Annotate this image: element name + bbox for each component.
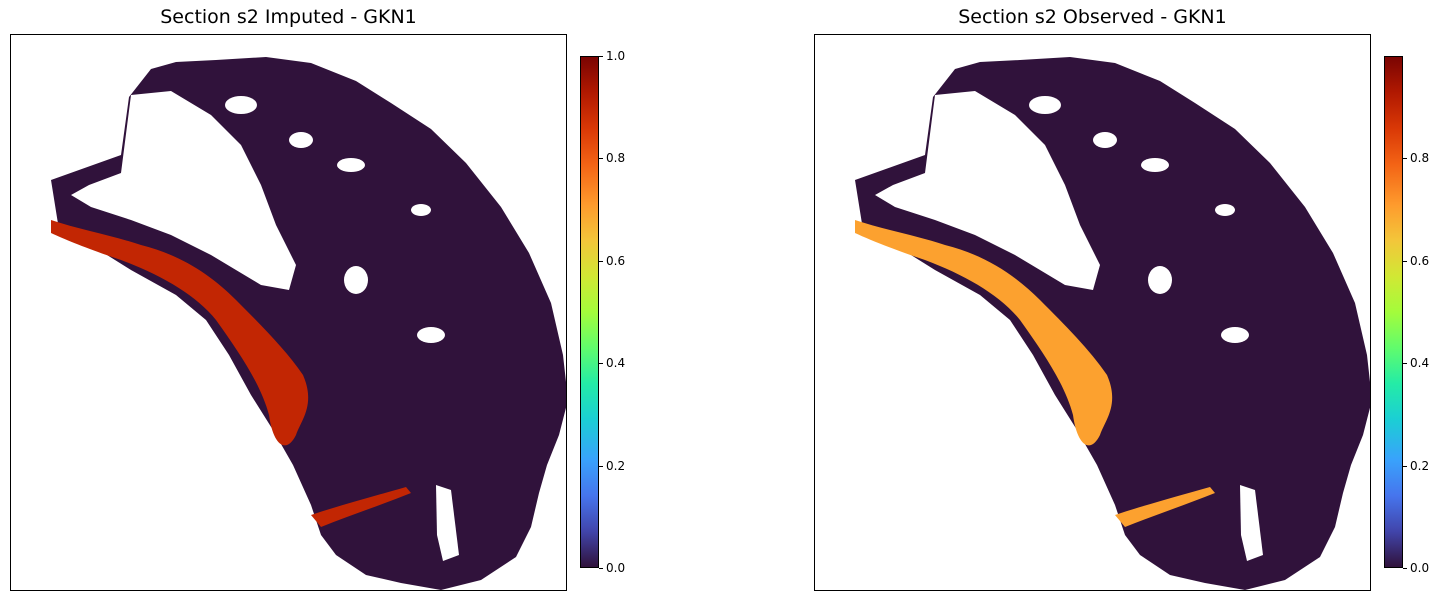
right-plot-area [814,34,1371,591]
tissue-hole [139,103,183,127]
right-tissue-svg [855,57,1370,590]
high-expression-band [1115,487,1215,527]
tissue-hole [1148,266,1172,294]
colorbar-tick-mark [599,56,603,57]
colorbar-tick-mark [599,466,603,467]
tissue-gap [71,91,296,290]
high-expression-band [51,220,309,446]
colorbar-tick-mark [1403,363,1407,364]
colorbar-tick-label: 0.4 [606,356,626,370]
colorbar-gradient [1385,57,1402,567]
colorbar-tick-mark [599,158,603,159]
tissue-hole [337,158,365,172]
tissue-hole [1221,327,1249,343]
tissue-hole [225,96,257,114]
high-expression-band [311,487,411,527]
left-plot-area [10,34,567,591]
tissue-hole [943,103,987,127]
right-chart-title: Section s2 Observed - GKN1 [958,6,1227,28]
tissue-hole [1093,132,1117,148]
tissue-gap [875,91,1100,290]
tissue-channel [436,485,459,561]
left-tissue-map [51,57,566,590]
colorbar-tick-mark [599,261,603,262]
colorbar-tick-mark [1403,158,1407,159]
colorbar-tick-label: 0.8 [1410,151,1430,165]
left-tissue-svg [51,57,566,590]
colorbar-tick-mark [1403,568,1407,569]
left-colorbar [580,56,599,568]
left-chart-title: Section s2 Imputed - GKN1 [160,6,417,28]
colorbar-tick-mark [599,363,603,364]
colorbar-tick-mark [599,568,603,569]
colorbar-tick-label: 0.6 [1410,254,1430,268]
tissue-channel [1240,485,1263,561]
colorbar-tick-label: 0.6 [606,254,626,268]
tissue-hole [289,132,313,148]
right-tissue-map [855,57,1370,590]
tissue-hole [417,327,445,343]
tissue-hole [1141,158,1169,172]
tissue-hole [344,266,368,294]
colorbar-tick-label: 0.4 [1410,356,1430,370]
colorbar-tick-label: 0.8 [606,151,626,165]
colorbar-tick-label: 1.0 [606,49,626,63]
tissue-hole [1029,96,1061,114]
colorbar-tick-mark [1403,466,1407,467]
colorbar-gradient [581,57,598,567]
colorbar-tick-label: 0.2 [606,459,626,473]
colorbar-tick-mark [1403,261,1407,262]
right-colorbar [1384,56,1403,568]
tissue-hole [411,204,431,216]
high-expression-band [855,220,1113,446]
tissue-hole [1215,204,1235,216]
colorbar-tick-label: 0.2 [1410,459,1430,473]
colorbar-tick-label: 0.0 [606,561,626,575]
colorbar-tick-label: 0.0 [1410,561,1430,575]
